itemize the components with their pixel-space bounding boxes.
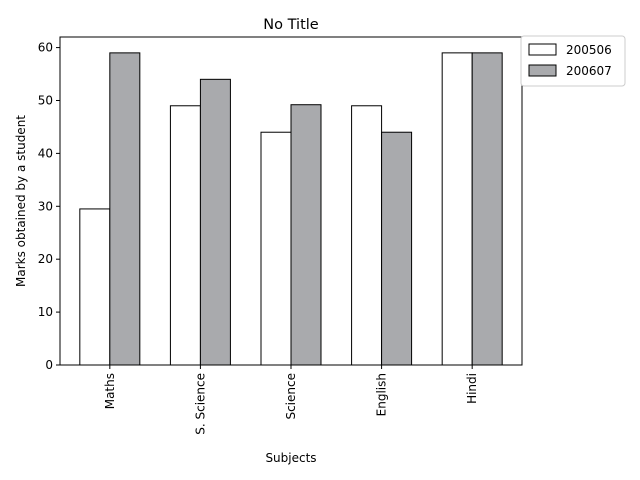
y-tick-label: 60 (38, 41, 53, 55)
bar-200506-english (351, 105, 383, 366)
bar-200607-science (290, 104, 322, 366)
legend-swatch-200506 (528, 43, 557, 56)
x-tick-label: Maths (103, 373, 117, 409)
y-tick-label: 0 (45, 358, 53, 372)
axes-layer: 0 10 20 30 40 50 60 Maths S. Science Science Engli… (38, 36, 523, 435)
bar-200607-maths (109, 52, 141, 366)
y-tick-label: 40 (38, 146, 53, 160)
bar-200506-hindi (441, 52, 473, 366)
bar-200607-s-science (199, 78, 231, 366)
y-tick-label: 20 (38, 252, 53, 266)
bar-200506-maths (79, 208, 111, 366)
y-tick-label: 50 (38, 93, 53, 107)
chart-title: No Title (263, 17, 318, 33)
bar-200506-s-science (169, 105, 201, 366)
bar-200607-english (381, 131, 413, 366)
x-axis-label: Subjects (265, 451, 316, 465)
bar-200607-hindi (471, 52, 503, 366)
legend-swatch-200607 (528, 64, 557, 77)
legend-label-200506: 200506 (566, 43, 612, 57)
x-tick-label: S. Science (193, 373, 207, 435)
y-tick-label: 30 (38, 199, 53, 213)
x-tick-label: Science (284, 373, 298, 420)
y-axis-label: Marks obtained by a student (14, 115, 28, 287)
bars-layer (79, 52, 503, 366)
bar-200506-science (260, 131, 292, 366)
x-tick-label: Hindi (465, 373, 479, 404)
x-tick-label: English (375, 373, 389, 416)
legend-label-200607: 200607 (566, 64, 612, 78)
legend: 200506 200607 (520, 35, 626, 87)
y-tick-label: 10 (38, 305, 53, 319)
